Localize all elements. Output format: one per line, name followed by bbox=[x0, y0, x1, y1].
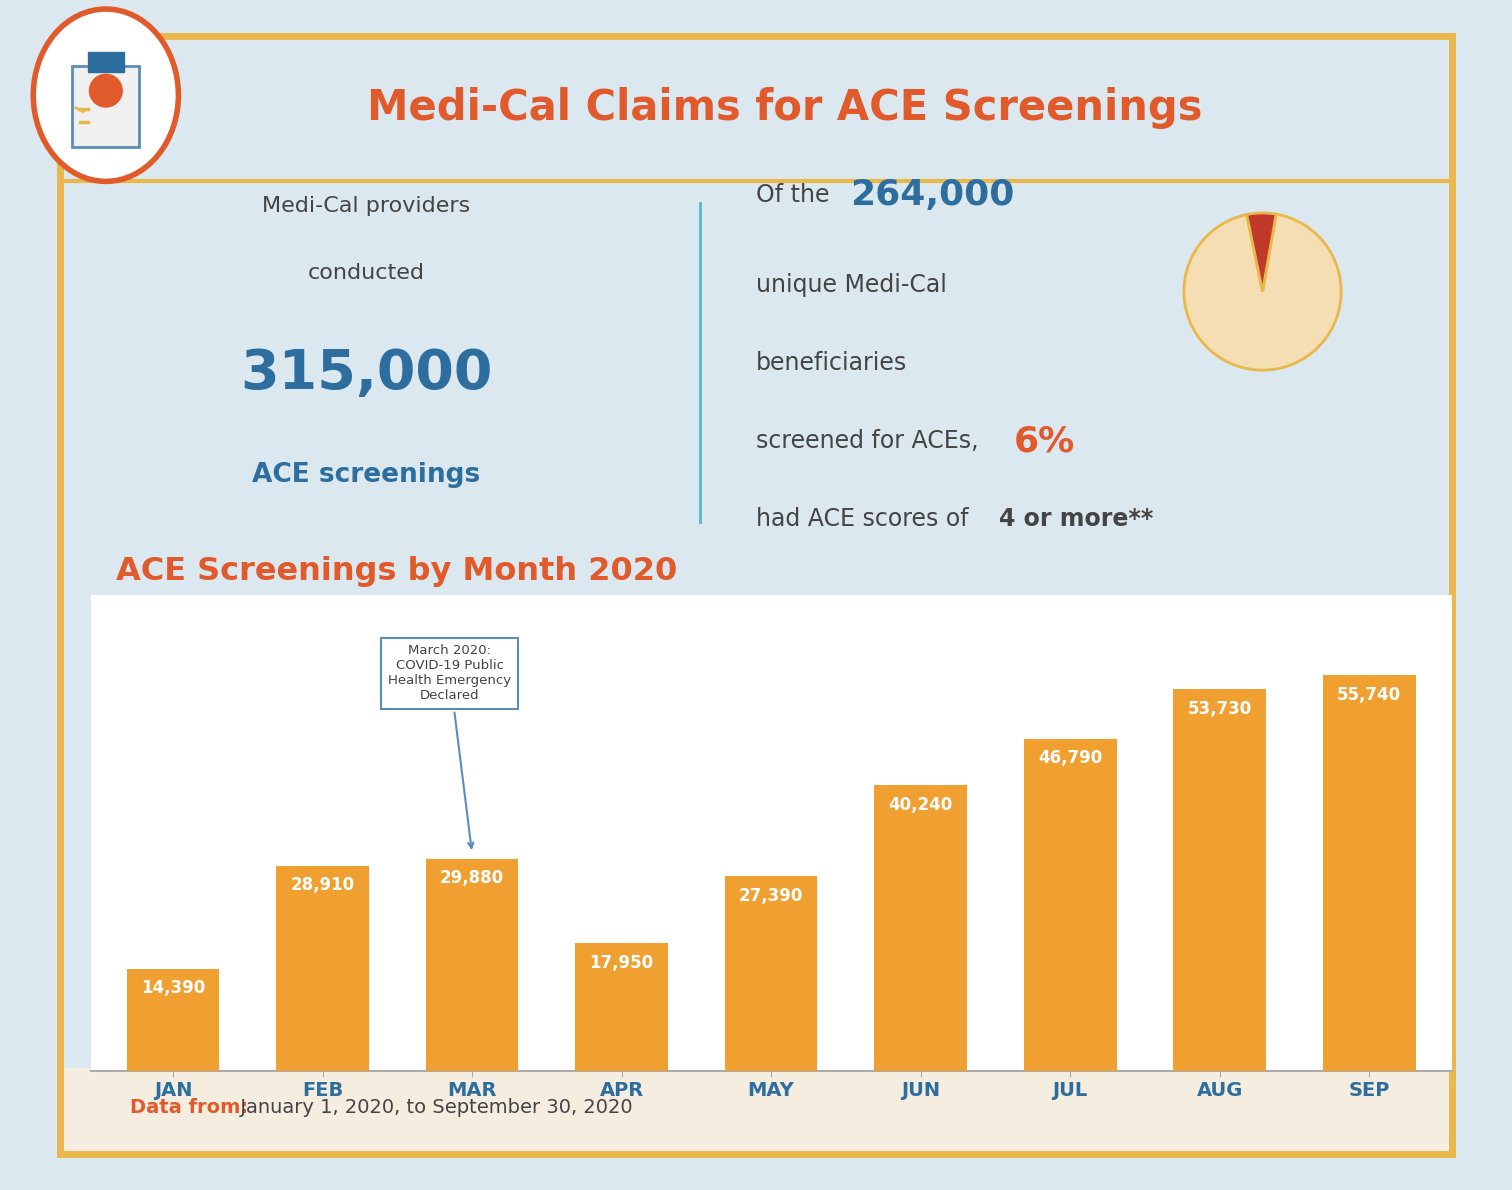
Wedge shape bbox=[1247, 213, 1276, 292]
Text: 27,390: 27,390 bbox=[739, 887, 803, 906]
Text: Data from:: Data from: bbox=[130, 1098, 248, 1117]
Text: Medi-Cal Claims for ACE Screenings: Medi-Cal Claims for ACE Screenings bbox=[366, 87, 1202, 130]
Bar bbox=[1024, 739, 1116, 1071]
Text: 40,240: 40,240 bbox=[889, 796, 953, 814]
Text: 264,000: 264,000 bbox=[851, 178, 1015, 212]
Text: ACE Screenings by Month 2020: ACE Screenings by Month 2020 bbox=[116, 556, 677, 587]
Bar bbox=[724, 876, 818, 1071]
Text: had ACE scores of: had ACE scores of bbox=[756, 507, 977, 532]
FancyBboxPatch shape bbox=[73, 67, 139, 146]
FancyBboxPatch shape bbox=[64, 1069, 1448, 1152]
Text: March 2020:
COVID-19 Public
Health Emergency
Declared: March 2020: COVID-19 Public Health Emerg… bbox=[389, 645, 511, 848]
Text: unique Medi-Cal: unique Medi-Cal bbox=[756, 273, 947, 296]
Text: Of the: Of the bbox=[756, 183, 838, 207]
Text: 315,000: 315,000 bbox=[240, 347, 493, 401]
Text: ACE screenings: ACE screenings bbox=[253, 462, 481, 488]
Text: 14,390: 14,390 bbox=[141, 979, 206, 997]
Text: 55,740: 55,740 bbox=[1337, 685, 1402, 703]
Text: 6%: 6% bbox=[1013, 424, 1075, 458]
Text: Medi-Cal providers: Medi-Cal providers bbox=[263, 196, 470, 217]
Bar bbox=[127, 969, 219, 1071]
Text: conducted: conducted bbox=[308, 263, 425, 283]
Text: 53,730: 53,730 bbox=[1187, 700, 1252, 718]
Ellipse shape bbox=[33, 10, 178, 181]
Bar bbox=[426, 859, 519, 1071]
Text: screened for ACEs,: screened for ACEs, bbox=[756, 430, 986, 453]
Bar bbox=[575, 944, 668, 1071]
Bar bbox=[874, 785, 968, 1071]
Bar bbox=[1323, 675, 1415, 1071]
Circle shape bbox=[89, 74, 122, 107]
Text: beneficiaries: beneficiaries bbox=[756, 351, 907, 375]
Text: 46,790: 46,790 bbox=[1039, 750, 1102, 768]
Bar bbox=[1173, 689, 1266, 1071]
Text: 4 or more**: 4 or more** bbox=[999, 507, 1154, 532]
Text: 28,910: 28,910 bbox=[290, 876, 355, 894]
Bar bbox=[277, 865, 369, 1071]
Wedge shape bbox=[1184, 214, 1341, 370]
Text: 29,880: 29,880 bbox=[440, 870, 503, 888]
Text: January 1, 2020, to September 30, 2020: January 1, 2020, to September 30, 2020 bbox=[234, 1098, 634, 1117]
FancyBboxPatch shape bbox=[88, 51, 124, 71]
Text: 17,950: 17,950 bbox=[590, 954, 653, 972]
